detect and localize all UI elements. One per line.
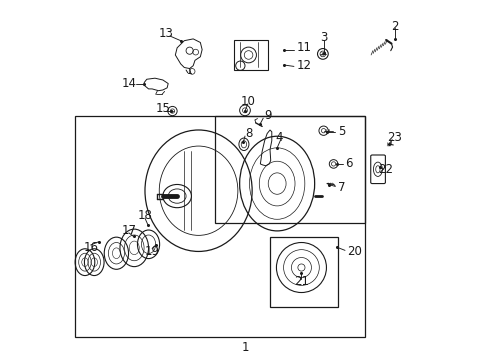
Text: 15: 15	[155, 102, 171, 115]
Text: 4: 4	[275, 131, 283, 144]
Text: 13: 13	[159, 27, 174, 40]
Text: 14: 14	[122, 77, 136, 90]
Text: 9: 9	[265, 109, 272, 122]
Text: 17: 17	[122, 224, 136, 237]
Text: 22: 22	[379, 163, 393, 176]
Text: 3: 3	[320, 31, 327, 44]
Text: 10: 10	[241, 95, 256, 108]
Text: 18: 18	[138, 209, 152, 222]
Text: 6: 6	[345, 157, 352, 170]
Text: 20: 20	[347, 245, 362, 258]
Bar	[215, 116, 365, 223]
Text: 1: 1	[241, 341, 249, 354]
Bar	[75, 116, 365, 337]
Text: 7: 7	[338, 181, 345, 194]
Text: 8: 8	[245, 127, 252, 140]
Text: 5: 5	[338, 125, 345, 138]
Text: 16: 16	[83, 241, 98, 255]
Text: 23: 23	[388, 131, 402, 144]
Text: 19: 19	[145, 245, 160, 258]
Text: 12: 12	[297, 59, 312, 72]
Text: 11: 11	[297, 41, 312, 54]
Text: 2: 2	[392, 20, 399, 33]
Bar	[234, 40, 268, 70]
Text: 21: 21	[294, 275, 309, 288]
Bar	[270, 237, 338, 307]
